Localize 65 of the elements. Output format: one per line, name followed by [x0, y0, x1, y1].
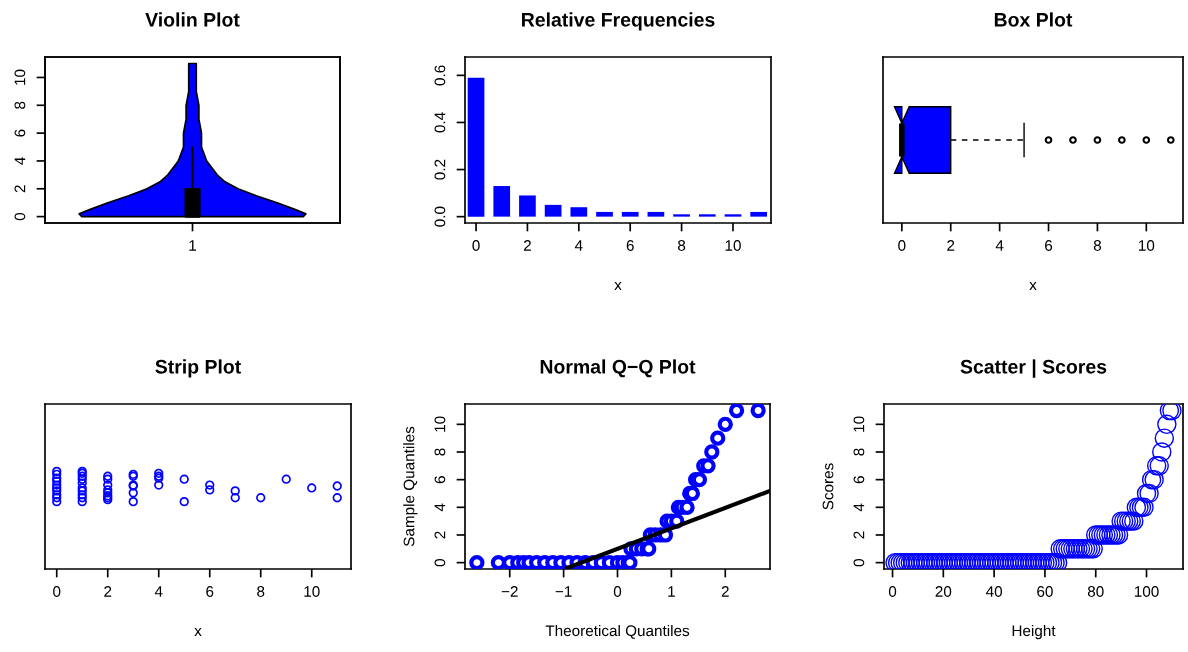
x-tick-label: 6	[1045, 240, 1053, 251]
x-tick-label: 100	[1134, 586, 1159, 597]
y-tick-label: 0.0	[434, 206, 446, 227]
x-tick-label: 2	[104, 586, 112, 597]
x-axis-title: Theoretical Quantiles	[545, 624, 690, 639]
y-tick-label: 0.4	[434, 112, 446, 133]
x-tick-label: 20	[935, 586, 952, 597]
chart-title: Violin Plot	[145, 12, 240, 27]
x-tick-label: 4	[154, 586, 163, 597]
y-tick-label: 4	[14, 157, 26, 165]
y-tick-label: 0	[434, 558, 446, 567]
x-axis-title: Height	[1012, 624, 1056, 640]
x-tick-label: 40	[985, 586, 1003, 597]
y-tick-label: 6	[853, 476, 865, 484]
x-tick-label: 60	[1037, 586, 1053, 597]
x-tick-label: 10	[304, 586, 320, 597]
chart-title: Relative Frequencies	[522, 12, 715, 31]
y-tick-label: 0.2	[434, 159, 446, 180]
chart-title: Scatter | Scores	[960, 359, 1107, 378]
x-tick-label: 80	[1087, 586, 1104, 597]
x-axis-title: x	[194, 627, 202, 636]
y-tick-label: 0	[14, 212, 26, 221]
x-tick-label: 4	[574, 240, 583, 251]
y-tick-label: 8	[853, 448, 865, 456]
x-tick-label: 8	[678, 240, 686, 251]
y-tick-label: 8	[14, 101, 26, 109]
y-tick-label: 6	[14, 129, 26, 137]
x-tick-label: 2	[721, 586, 729, 597]
chart-title: Normal Q−Q Plot	[540, 359, 696, 378]
x-axis-title: x	[614, 281, 622, 290]
x-tick-label: 1	[668, 586, 675, 597]
y-axis-title: Scores	[822, 463, 834, 510]
x-tick-label: 0	[888, 586, 897, 597]
x-axis-title: x	[1029, 281, 1037, 290]
x-tick-label: 2	[947, 240, 955, 251]
y-tick-label: 6	[434, 476, 446, 484]
y-tick-label: 2	[434, 531, 446, 539]
x-tick-label: 8	[257, 586, 265, 597]
x-tick-label: 6	[626, 240, 634, 251]
chart-title: Strip Plot	[155, 359, 241, 378]
y-tick-label: 10	[434, 416, 446, 432]
x-tick-label: 0	[53, 586, 61, 597]
x-tick-label: 10	[1138, 240, 1155, 251]
x-tick-label: 2	[523, 240, 531, 251]
y-tick-label: 8	[434, 448, 446, 456]
x-tick-label: 0	[898, 240, 906, 251]
y-tick-label: 2	[853, 531, 865, 539]
x-tick-label: −1	[555, 586, 572, 597]
y-axis-title: Sample Quantiles	[403, 426, 418, 547]
y-tick-label: 4	[853, 503, 865, 512]
x-tick-label: 8	[1093, 240, 1102, 251]
x-tick-label: 10	[725, 240, 741, 251]
y-tick-label: 10	[853, 416, 865, 432]
x-tick-label: 4	[995, 240, 1004, 251]
y-tick-label: 10	[14, 69, 26, 85]
y-tick-label: 0	[853, 558, 865, 567]
x-tick-label: 0	[613, 586, 622, 597]
x-tick-label: 1	[189, 240, 196, 251]
y-tick-label: 2	[14, 185, 26, 193]
x-tick-label: −2	[501, 586, 518, 597]
y-tick-label: 4	[434, 503, 446, 512]
y-tick-label: 0.6	[434, 65, 446, 86]
x-tick-label: 0	[472, 240, 480, 251]
x-tick-label: 6	[206, 586, 214, 597]
chart-title: Box Plot	[994, 12, 1073, 27]
